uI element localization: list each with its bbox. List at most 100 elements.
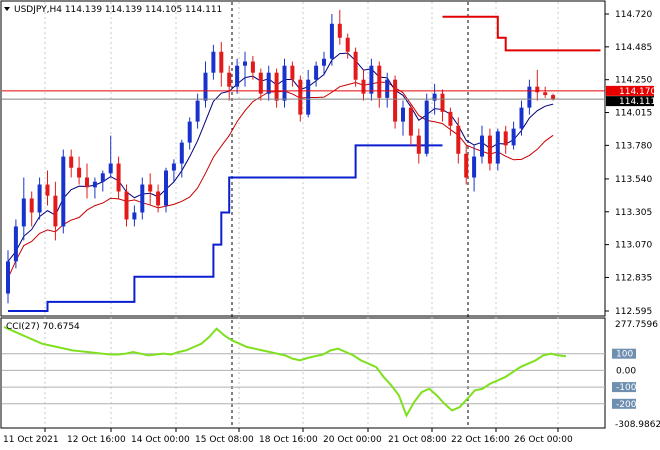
candle-body <box>551 95 556 100</box>
candle <box>13 219 18 269</box>
candle-body <box>29 198 34 213</box>
candle-body <box>464 153 469 178</box>
candle <box>298 75 303 122</box>
candle <box>148 173 153 206</box>
candle <box>377 61 382 108</box>
candle-body <box>274 72 279 101</box>
candle <box>416 128 421 164</box>
candle-body <box>171 163 176 171</box>
candle-body <box>306 79 311 115</box>
candle-body <box>535 86 540 93</box>
candle <box>171 159 176 182</box>
candle-body <box>92 181 97 188</box>
candle-body <box>53 195 58 227</box>
time-tick-label: 12 Oct 16:00 <box>67 435 126 445</box>
support-resistance-steps <box>8 15 601 312</box>
candle-body <box>377 65 382 98</box>
candle <box>322 51 326 76</box>
candle <box>519 100 524 136</box>
slow-ma-line <box>7 81 554 279</box>
candle-body <box>503 131 508 146</box>
candle <box>156 184 161 213</box>
candle <box>440 89 445 122</box>
candle <box>61 149 66 234</box>
candle <box>203 61 208 108</box>
candle <box>37 177 42 220</box>
candle-body <box>448 111 453 126</box>
candle <box>45 170 50 206</box>
candle-body <box>361 79 366 94</box>
candle <box>361 69 366 101</box>
cci-indicator <box>3 326 567 418</box>
candle-body <box>179 142 184 164</box>
candle-body <box>322 58 326 66</box>
candle-body <box>298 79 303 115</box>
candle <box>274 68 279 108</box>
moving-averages <box>7 52 554 279</box>
svg-text:114.170: 114.170 <box>619 87 656 97</box>
time-axis: 11 Oct 2021 12 Oct 16:00 14 Oct 00:00 15 Oc… <box>3 428 573 445</box>
candle-body <box>543 92 548 96</box>
cci-level-label: 100 <box>616 350 633 360</box>
candle <box>353 47 358 87</box>
candle-body <box>211 51 216 73</box>
cci-axis: 100 0.00 -100 -200 <box>612 348 637 410</box>
candle-body <box>282 65 287 101</box>
candle <box>543 86 548 98</box>
candle <box>337 9 342 45</box>
candle-body <box>61 156 66 227</box>
candle <box>464 145 469 185</box>
price-tag-last: 114.111 <box>606 96 656 107</box>
price-tick-label: 113.540 <box>615 175 652 185</box>
candle-body <box>472 156 477 178</box>
time-tick-label: 22 Oct 16:00 <box>451 435 510 445</box>
price-tick-label: 112.835 <box>615 273 652 283</box>
candle-body <box>77 167 82 178</box>
price-tag-bid: 114.170 <box>606 85 656 97</box>
cci-level-box <box>612 382 636 393</box>
candle <box>69 149 74 178</box>
candle-body <box>495 131 500 164</box>
candle-body <box>108 163 113 174</box>
symbol-info: USDJPY,H4 114.139 114.139 114.105 114.11… <box>14 5 222 15</box>
candle <box>314 61 319 87</box>
candlestick-series <box>6 9 556 304</box>
price-tick-label: 113.305 <box>615 208 652 218</box>
candle-body <box>13 226 18 262</box>
candle-body <box>37 184 42 213</box>
candle-body <box>432 93 437 101</box>
candle-body <box>424 100 429 154</box>
candle-body <box>440 93 445 112</box>
candle-body <box>337 23 342 38</box>
chart-menu-icon[interactable] <box>4 7 10 11</box>
candle <box>219 41 224 87</box>
time-tick-label: 18 Oct 16:00 <box>259 435 318 445</box>
candle <box>535 69 540 101</box>
cci-line <box>3 326 567 418</box>
candle <box>179 139 184 178</box>
candle-body <box>132 212 137 220</box>
price-tick-label: 113.070 <box>615 241 652 251</box>
time-tick-label: 11 Oct 2021 <box>3 435 59 445</box>
support-step-line <box>8 144 443 312</box>
candle-body <box>156 191 161 206</box>
candle <box>187 117 192 150</box>
candle-body <box>45 184 50 196</box>
time-tick-label: 26 Oct 00:00 <box>514 435 573 445</box>
candle-body <box>148 184 153 192</box>
candle <box>29 191 34 227</box>
candle <box>329 14 334 66</box>
candle <box>511 121 516 150</box>
candle-body <box>527 86 532 108</box>
candle <box>116 156 121 199</box>
candle <box>424 93 429 157</box>
time-tick-label: 14 Oct 00:00 <box>131 435 190 445</box>
cci-label: CCI(27) 70.6754 <box>6 322 80 332</box>
price-tick-label: 114.015 <box>615 109 652 119</box>
candle-body <box>85 177 89 188</box>
candle-body <box>243 61 247 66</box>
candle <box>448 107 453 136</box>
candle <box>345 33 350 59</box>
price-panel-frame <box>0 0 606 317</box>
